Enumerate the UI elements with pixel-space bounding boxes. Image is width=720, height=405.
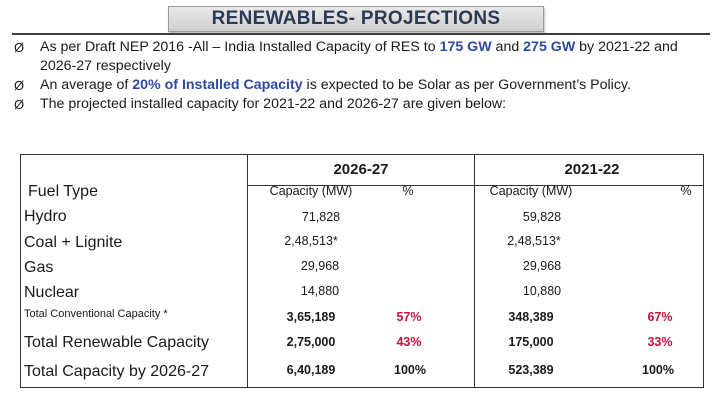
percent-value: 100% xyxy=(394,363,426,377)
cell-value: 175,000 xyxy=(508,335,554,349)
bullet-text: As per Draft NEP 2016 -All – India Insta… xyxy=(40,39,440,55)
arrow-bullet-icon: Ø xyxy=(14,40,25,55)
bullet-item: Ø An average of 20% of Installed Capacit… xyxy=(14,76,704,95)
cell-value: 29,968 xyxy=(300,259,340,273)
cell-value: 10,880 xyxy=(522,284,562,298)
percent-value: 43% xyxy=(396,335,422,349)
cell-value: 59,828 xyxy=(522,210,562,224)
percent-value: 67% xyxy=(647,310,673,324)
fuel-type-label: Fuel Type xyxy=(28,183,98,200)
table-divider xyxy=(474,155,475,387)
highlight-text: 20% of Installed Capacity xyxy=(132,77,303,93)
row-label: Coal + Lignite xyxy=(24,234,123,251)
bullet-item: Ø As per Draft NEP 2016 -All – India Ins… xyxy=(14,38,704,76)
arrow-bullet-icon: Ø xyxy=(14,78,25,93)
year-header-2026: 2026-27 xyxy=(333,161,389,178)
bullet-text: is expected to be Solar as per Governmen… xyxy=(302,77,631,93)
bullet-item: Ø The projected installed capacity for 2… xyxy=(14,95,704,114)
arrow-bullet-icon: Ø xyxy=(14,97,25,112)
row-label: Total Conventional Capacity * xyxy=(24,308,168,320)
bullet-text: An average of xyxy=(40,77,133,93)
title-banner: RENEWABLES- PROJECTIONS xyxy=(168,6,544,32)
cell-value: 2,48,513* xyxy=(507,234,561,248)
cell-value: 2,75,000 xyxy=(286,335,336,349)
capacity-header: Capacity (MW) xyxy=(489,184,573,198)
highlight-text: 275 GW xyxy=(523,39,576,55)
highlight-text: 175 GW xyxy=(439,39,492,55)
bullet-list: Ø As per Draft NEP 2016 -All – India Ins… xyxy=(14,38,704,114)
cell-value: 29,968 xyxy=(522,259,562,273)
percent-value: 57% xyxy=(396,310,422,324)
table-divider xyxy=(247,155,248,387)
bullet-text: by 2021-22 and 2026-27 respectively xyxy=(40,39,678,74)
cell-value: 6,40,189 xyxy=(286,363,336,377)
cell-value: 71,828 xyxy=(301,210,341,224)
bullet-text: and xyxy=(491,39,524,55)
row-label: Nuclear xyxy=(24,284,80,301)
year-header-2021: 2021-22 xyxy=(564,161,620,178)
cell-value: 348,389 xyxy=(508,310,554,324)
percent-value: 100% xyxy=(642,363,674,377)
title-divider xyxy=(12,33,710,35)
capacity-table: 2026-27 2021-22 Capacity (MW) % Capacity… xyxy=(20,154,704,388)
capacity-header: Capacity (MW) xyxy=(269,184,353,198)
slide-title: RENEWABLES- PROJECTIONS xyxy=(211,8,501,29)
percent-header: % xyxy=(402,184,414,198)
cell-value: 2,48,513* xyxy=(284,234,338,248)
percent-header: % xyxy=(680,184,692,198)
cell-value: 3,65,189 xyxy=(286,310,336,324)
row-label: Hydro xyxy=(24,208,67,225)
cell-value: 14,880 xyxy=(300,284,340,298)
table-divider xyxy=(247,185,703,186)
percent-value: 33% xyxy=(647,335,673,349)
row-label: Total Renewable Capacity xyxy=(24,334,209,351)
cell-value: 523,389 xyxy=(508,363,554,377)
row-label: Gas xyxy=(24,259,54,276)
row-label: Total Capacity by 2026-27 xyxy=(24,363,209,380)
bullet-text: The projected installed capacity for 202… xyxy=(40,96,507,112)
